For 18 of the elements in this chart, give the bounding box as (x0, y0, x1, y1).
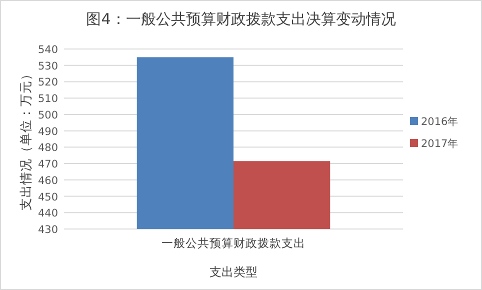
legend-label: 2016年 (421, 116, 459, 128)
x-axis-title: 支出类型 (210, 265, 258, 279)
y-axis-title: 支出情况（单位：万元） (18, 68, 33, 210)
y-tick-label: 540 (38, 44, 58, 56)
chart-title: 图4：一般公共预算财政拨款支出决算变动情况 (86, 10, 396, 28)
y-tick-label: 480 (38, 142, 58, 154)
x-tick-label: 一般公共预算财政拨款支出 (162, 236, 306, 250)
y-tick-label: 470 (38, 158, 58, 171)
y-tick-label: 490 (38, 126, 58, 138)
y-tick-label: 520 (38, 76, 58, 89)
y-tick-label: 510 (38, 93, 58, 106)
y-tick-label: 440 (38, 208, 58, 220)
y-tick-label: 450 (38, 191, 58, 204)
y-tick-label: 430 (38, 224, 58, 236)
legend-label: 2017年 (421, 138, 459, 150)
y-tick-label: 530 (38, 60, 58, 72)
y-tick-label: 460 (38, 174, 58, 187)
y-tick-label: 500 (38, 109, 58, 122)
